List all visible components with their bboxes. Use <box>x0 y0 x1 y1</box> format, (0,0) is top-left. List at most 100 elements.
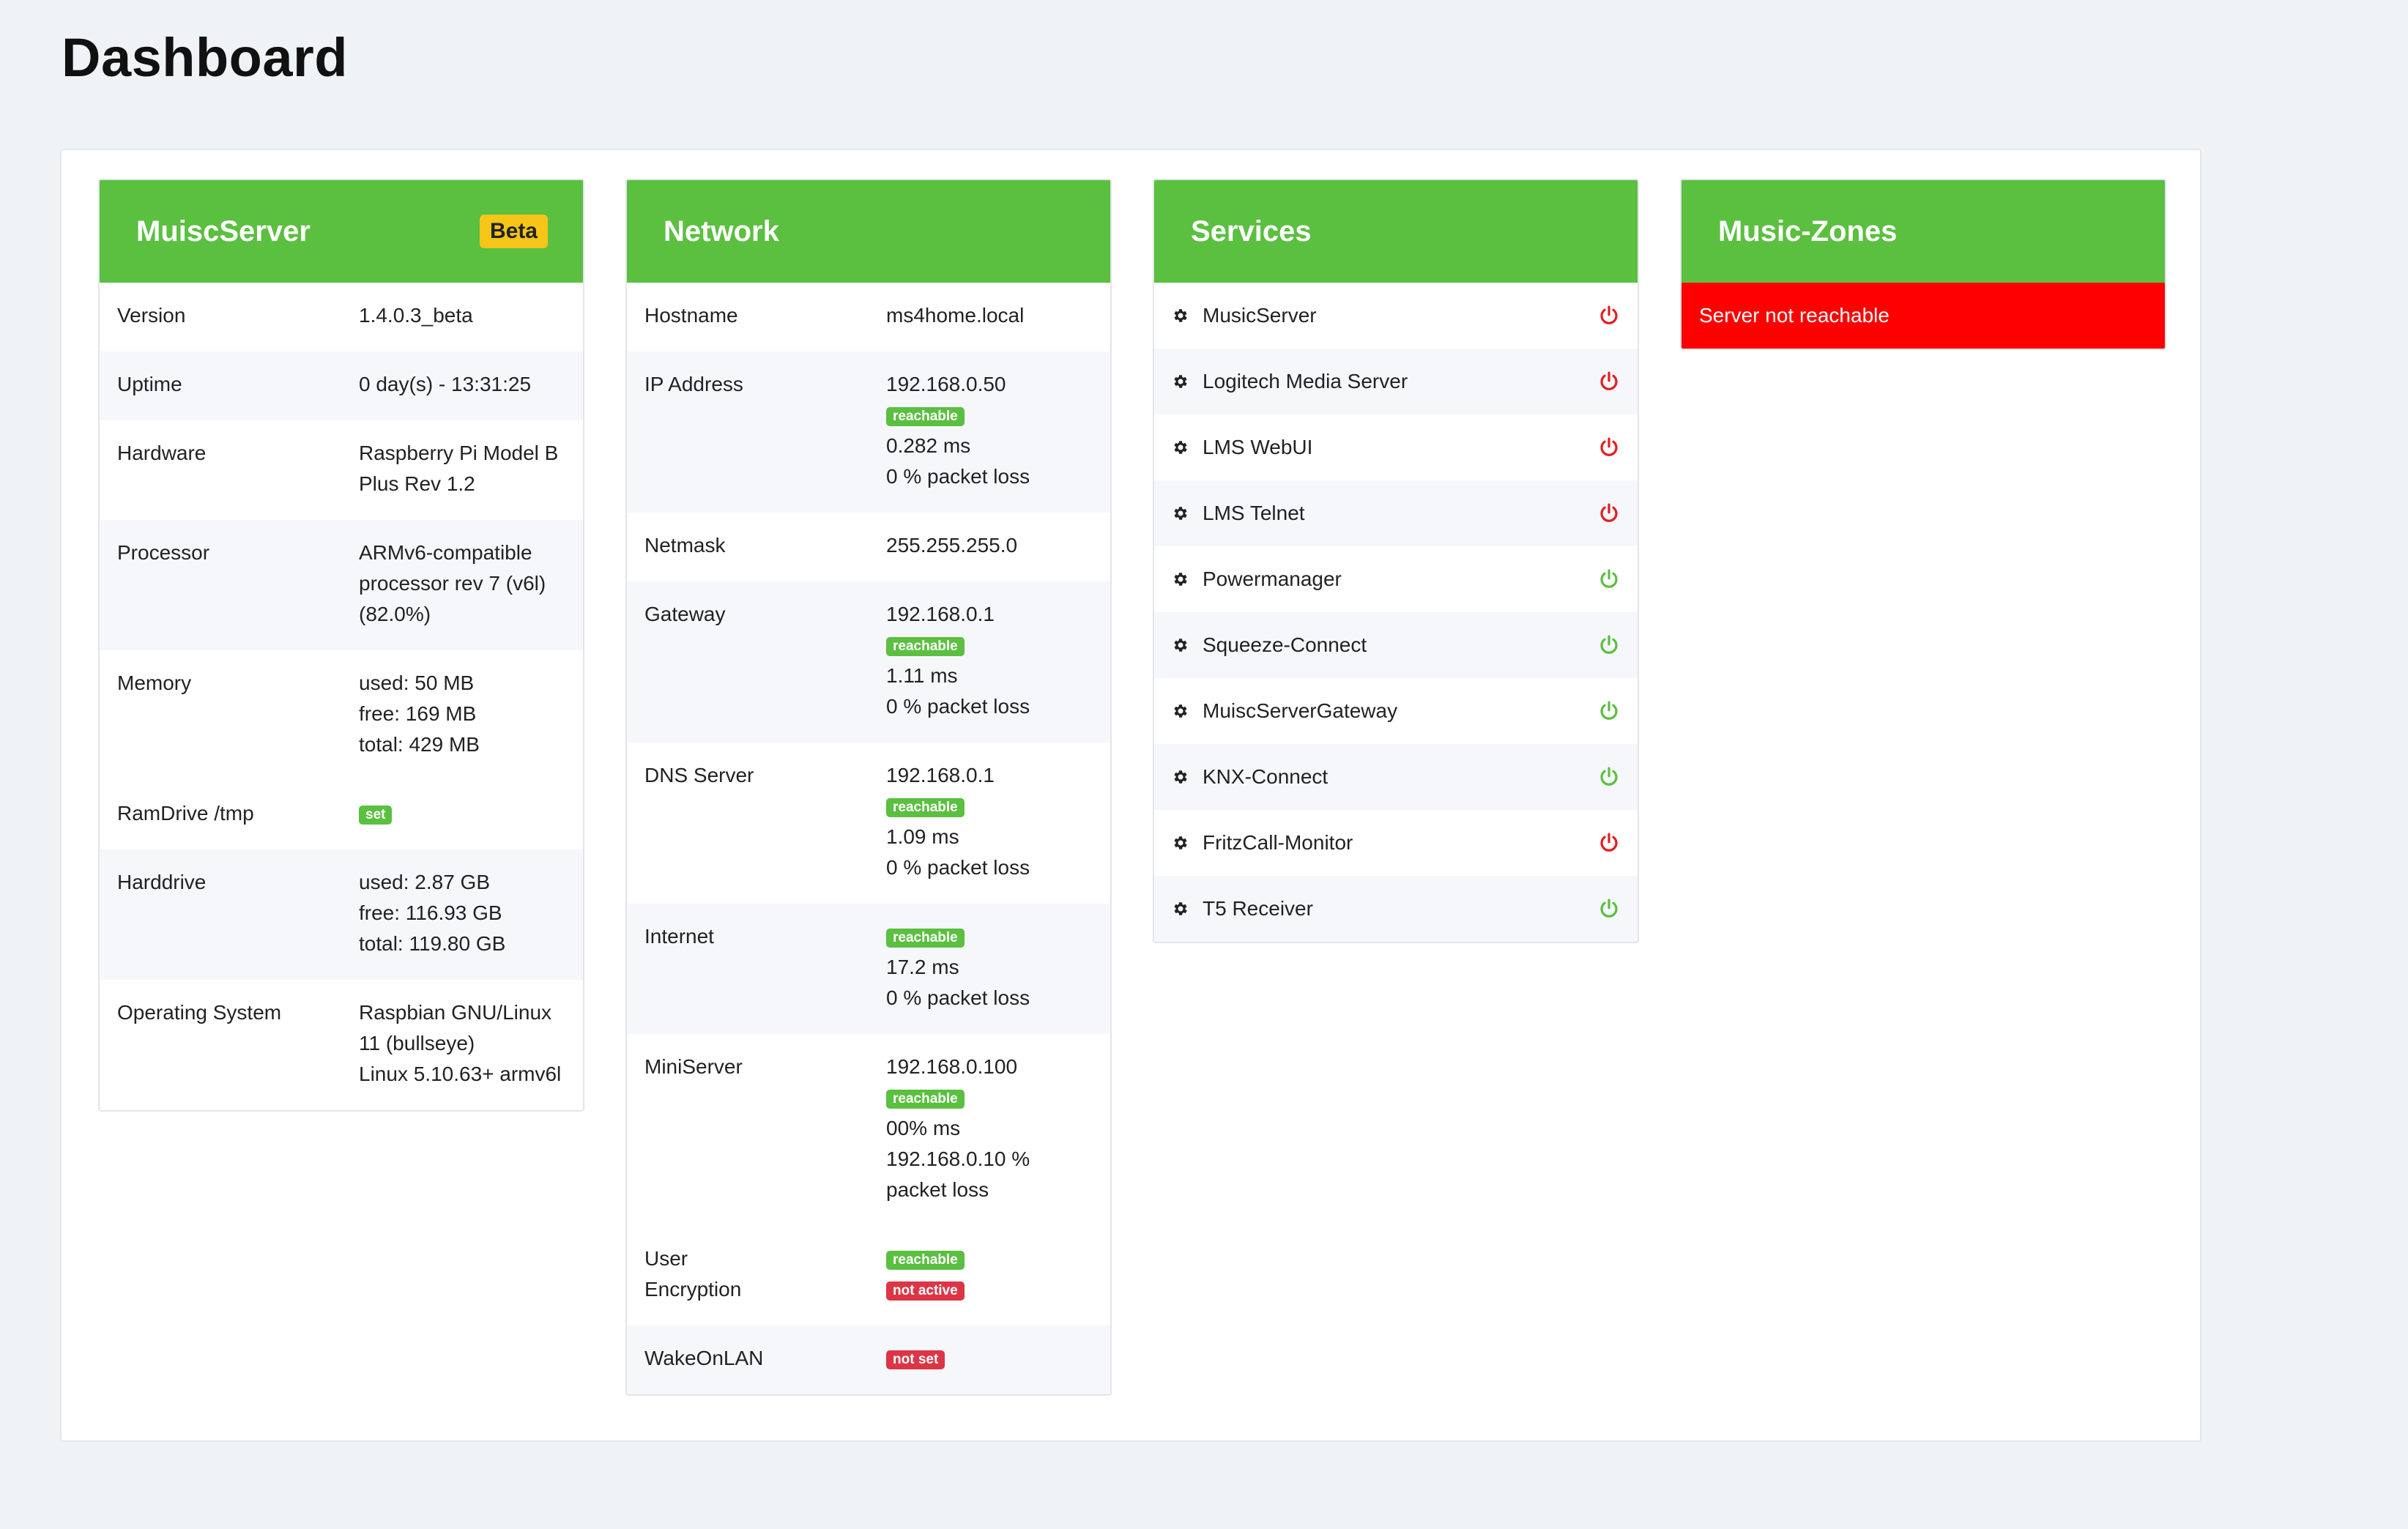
dns-reachable-badge: reachable <box>886 797 965 817</box>
service-row: LMS WebUI <box>1154 414 1638 480</box>
hostname-label: Hostname <box>644 304 738 327</box>
power-icon[interactable] <box>1598 568 1620 590</box>
user-label: User <box>644 1247 688 1270</box>
internet-reachable-badge: reachable <box>886 928 965 948</box>
miniserver-value: 192.168.0.100 <box>886 1055 1018 1078</box>
server-card: MuiscServer Beta Version 1.4.0.3_beta Upti… <box>98 179 584 1112</box>
power-icon[interactable] <box>1598 700 1620 722</box>
power-icon[interactable] <box>1598 305 1620 327</box>
server-info-label: Version <box>117 304 186 327</box>
gateway-value: 192.168.0.1 <box>886 603 995 625</box>
server-info-label: Memory <box>117 672 192 694</box>
service-name: MuiscServerGateway <box>1203 699 1398 722</box>
service-row: Squeeze-Connect <box>1154 612 1638 678</box>
gateway-ping-ms: 1.11 ms <box>886 664 958 687</box>
gear-icon <box>1174 704 1187 718</box>
server-info-label: Harddrive <box>117 871 207 893</box>
server-info-value: Plus Rev 1.2 <box>359 472 475 495</box>
gear-icon <box>1174 507 1187 520</box>
service-row: LMS Telnet <box>1154 480 1638 546</box>
music-zones-card-title: Music-Zones <box>1718 215 1898 248</box>
server-info-row: Uptime 0 day(s) - 13:31:25 <box>100 351 583 420</box>
server-info-value: Linux 5.10.63+ armv6l <box>359 1063 562 1085</box>
gear-icon <box>1174 309 1187 322</box>
services-card: Services MusicServer Logitech Media Serve… <box>1153 179 1639 943</box>
ip-address-row: IP Address 192.168.0.50 reachable 0.282 … <box>627 351 1110 513</box>
gear-icon <box>1174 902 1187 915</box>
server-info-row: Harddrive used: 2.87 GB free: 116.93 GB tot… <box>100 849 583 980</box>
music-zones-card-header: Music-Zones <box>1681 180 2165 283</box>
ip-address-value: 192.168.0.50 <box>886 373 1006 395</box>
power-icon[interactable] <box>1598 766 1620 788</box>
dns-value: 192.168.0.1 <box>886 764 995 786</box>
dns-row: DNS Server 192.168.0.1 reachable 1.09 ms… <box>627 743 1110 904</box>
service-row: FritzCall-Monitor <box>1154 810 1638 876</box>
gateway-packet-loss: 0 % packet loss <box>886 695 1030 718</box>
server-info-label: RamDrive /tmp <box>117 802 254 825</box>
service-row: KNX-Connect <box>1154 744 1638 810</box>
server-info-label: Uptime <box>117 373 182 395</box>
ip-packet-loss: 0 % packet loss <box>886 465 1030 488</box>
server-info-value: Raspberry Pi Model B <box>359 442 559 464</box>
network-card-title: Network <box>664 215 779 248</box>
service-name: Powermanager <box>1203 568 1342 590</box>
server-info-value: used: 50 MB <box>359 672 475 694</box>
dashboard-container: MuiscServer Beta Version 1.4.0.3_beta Upti… <box>60 149 2201 1442</box>
server-info-row: Memory used: 50 MB free: 169 MB total: 429 … <box>100 650 583 781</box>
music-zones-card: Music-Zones Server not reachable <box>1680 179 2166 350</box>
server-not-reachable-alert: Server not reachable <box>1681 283 2165 349</box>
power-icon[interactable] <box>1598 832 1620 854</box>
power-icon[interactable] <box>1598 436 1620 458</box>
dns-ping-ms: 1.09 ms <box>886 825 959 848</box>
internet-label: Internet <box>644 925 714 948</box>
power-icon[interactable] <box>1598 371 1620 393</box>
server-info-value: 11 (bullseye) <box>359 1032 475 1054</box>
network-card: Network Hostname ms4home.local IP Addres… <box>625 179 1112 1396</box>
service-name: Logitech Media Server <box>1203 370 1408 393</box>
user-reachable-badge: reachable <box>886 1250 965 1270</box>
wakeonlan-row: WakeOnLAN not set <box>627 1325 1110 1394</box>
hostname-row: Hostname ms4home.local <box>627 283 1110 351</box>
ip-address-label: IP Address <box>644 373 743 395</box>
gear-icon <box>1174 441 1187 454</box>
services-card-title: Services <box>1191 215 1312 248</box>
server-info-value: (82.0%) <box>359 603 431 625</box>
ip-ping-ms: 0.282 ms <box>886 434 971 457</box>
wakeonlan-label: WakeOnLAN <box>644 1347 764 1369</box>
miniserver-packet-loss: 192.168.0.10 % <box>886 1147 1030 1170</box>
server-info-label: Hardware <box>117 442 207 464</box>
dns-packet-loss: 0 % packet loss <box>886 856 1030 879</box>
wakeonlan-status-badge: not set <box>886 1350 945 1369</box>
server-info-value: used: 2.87 GB <box>359 871 491 893</box>
internet-ping-ms: 17.2 ms <box>886 956 959 978</box>
server-card-title: MuiscServer <box>136 215 311 248</box>
server-info-row: Processor ARMv6-compatible processor rev 7… <box>100 520 583 650</box>
miniserver-reachable-badge: reachable <box>886 1089 965 1109</box>
service-row: MusicServer <box>1154 283 1638 349</box>
gear-icon <box>1174 573 1187 586</box>
gear-icon <box>1174 770 1187 784</box>
service-row: Logitech Media Server <box>1154 349 1638 414</box>
internet-packet-loss: 0 % packet loss <box>886 986 1030 1009</box>
server-info-row: Hardware Raspberry Pi Model B Plus Rev 1.2 <box>100 420 583 520</box>
service-name: KNX-Connect <box>1203 765 1329 788</box>
server-info-value: ARMv6-compatible <box>359 541 532 564</box>
netmask-row: Netmask 255.255.255.0 <box>627 513 1110 581</box>
miniserver-packet-loss-label: packet loss <box>886 1178 989 1201</box>
server-info-value: 0 day(s) - 13:31:25 <box>359 373 532 395</box>
gateway-reachable-badge: reachable <box>886 636 965 656</box>
miniserver-label: MiniServer <box>644 1055 743 1078</box>
gateway-row: Gateway 192.168.0.1 reachable 1.11 ms 0 … <box>627 581 1110 743</box>
power-icon[interactable] <box>1598 634 1620 656</box>
service-row: T5 Receiver <box>1154 876 1638 942</box>
power-icon[interactable] <box>1598 898 1620 920</box>
server-info-value: total: 429 MB <box>359 733 480 756</box>
service-row: MuiscServerGateway <box>1154 678 1638 744</box>
beta-badge: Beta <box>479 215 548 248</box>
ip-reachable-badge: reachable <box>886 406 965 426</box>
power-icon[interactable] <box>1598 502 1620 524</box>
services-list: MusicServer Logitech Media Server LMS WebU… <box>1154 283 1638 942</box>
netmask-label: Netmask <box>644 534 726 557</box>
server-info-label: Processor <box>117 541 210 564</box>
server-info-value: processor rev 7 (v6l) <box>359 572 546 595</box>
